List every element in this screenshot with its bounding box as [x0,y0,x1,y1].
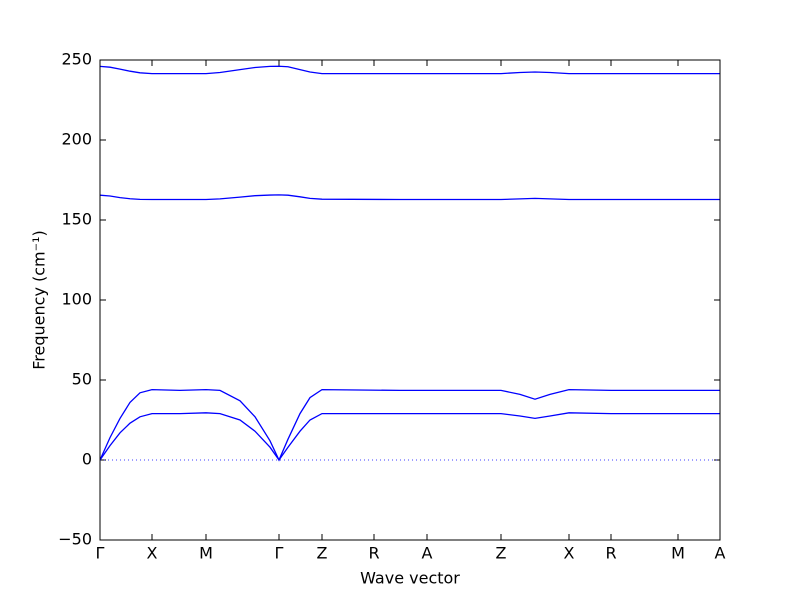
band-line [99,388,720,462]
y-tick-label: 150 [61,210,92,229]
x-tick-label: R [368,544,379,563]
y-tick-label: 50 [72,370,92,389]
y-axis-label: Frequency (cm⁻¹) [30,230,49,369]
x-tick-label: M [199,544,213,563]
x-tick-label: Γ [96,544,105,563]
x-tick-label: A [422,544,433,563]
x-tick-label: Z [496,544,507,563]
x-axis-label: Wave vector [360,569,460,588]
plot-frame [99,59,721,541]
y-tick-label: 250 [61,50,92,69]
x-tick-label: R [605,544,616,563]
x-tick-label: M [671,544,685,563]
band-line [99,194,720,201]
x-tick-label: X [147,544,158,563]
y-tick-label: 0 [82,450,92,469]
band-line [99,65,720,75]
x-tick-label: Z [317,544,328,563]
x-tick-label: X [564,544,575,563]
y-tick-label: −50 [58,530,92,549]
y-tick-label: 100 [61,290,92,309]
x-tick-label: Γ [275,544,284,563]
y-tick-label: 200 [61,130,92,149]
x-tick-label: A [715,544,726,563]
band-line [99,412,720,462]
